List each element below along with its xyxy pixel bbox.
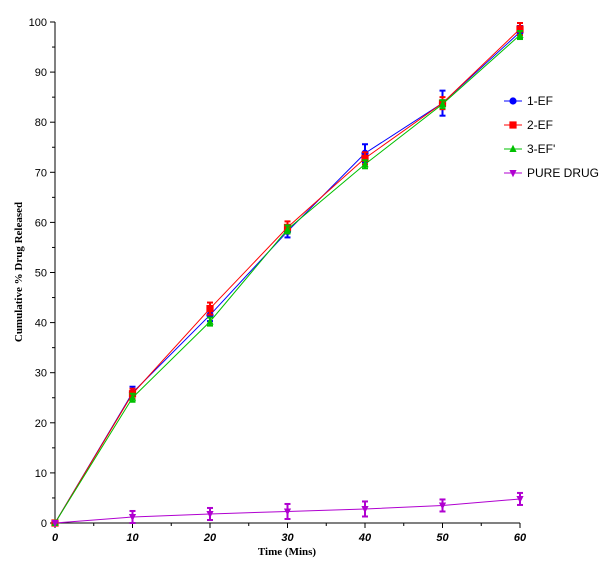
data-point xyxy=(516,495,524,504)
x-tick-label: 20 xyxy=(203,532,217,544)
data-point xyxy=(128,513,137,522)
legend-marker xyxy=(509,97,517,105)
y-tick-label: 60 xyxy=(35,217,47,229)
legend-item: 3-EF' xyxy=(504,142,555,156)
data-point xyxy=(206,304,214,313)
data-point xyxy=(438,99,447,108)
data-point xyxy=(206,510,214,519)
series-line xyxy=(54,28,521,524)
legend-label: 1-EF xyxy=(527,94,553,108)
series-3 xyxy=(51,491,524,528)
y-tick-label: 70 xyxy=(35,167,47,179)
series-line xyxy=(54,34,521,524)
x-tick-label: 60 xyxy=(514,532,527,544)
data-point xyxy=(206,317,214,325)
x-tick-label: 0 xyxy=(52,532,59,544)
data-point xyxy=(128,393,137,401)
series-0 xyxy=(51,25,524,527)
series-2 xyxy=(51,30,524,526)
legend-item: 2-EF xyxy=(504,118,553,132)
y-tick-label: 20 xyxy=(35,418,47,430)
legend-marker xyxy=(509,121,517,129)
y-tick-label: 40 xyxy=(35,318,47,330)
y-tick-label: 90 xyxy=(35,67,47,79)
legend-marker xyxy=(509,144,517,152)
y-tick-label: 50 xyxy=(35,268,47,280)
series-line xyxy=(54,31,521,524)
data-point xyxy=(361,505,369,514)
legend-marker xyxy=(509,170,517,178)
x-tick-label: 10 xyxy=(126,532,139,544)
data-point xyxy=(361,160,369,168)
data-point xyxy=(361,154,369,162)
data-point xyxy=(516,30,524,39)
data-point xyxy=(438,502,447,510)
data-point xyxy=(283,225,292,233)
y-tick-label: 30 xyxy=(35,368,47,380)
series-layer xyxy=(51,22,524,528)
x-tick-label: 30 xyxy=(281,532,294,544)
legend-label: PURE DRUG xyxy=(527,166,599,180)
data-point xyxy=(283,508,292,516)
x-tick-label: 50 xyxy=(436,532,449,544)
x-tick-label: 40 xyxy=(358,532,372,544)
series-1 xyxy=(51,22,524,527)
data-point xyxy=(516,25,524,33)
legend-item: PURE DRUG xyxy=(504,166,599,180)
y-tick-label: 80 xyxy=(35,117,47,129)
legend-label: 3-EF' xyxy=(527,142,555,156)
data-point xyxy=(51,520,59,528)
y-tick-label: 100 xyxy=(29,17,47,29)
legend-item: 1-EF xyxy=(504,94,553,108)
x-axis-title: Time (Mins) xyxy=(258,546,316,558)
y-axis-title: Cumulative % Drug Released xyxy=(13,202,25,342)
legend-label: 2-EF xyxy=(527,118,553,132)
y-tick-label: 10 xyxy=(35,468,47,480)
y-tick-label: 0 xyxy=(41,518,47,530)
legend: 1-EF 2-EF 3-EF' PURE DRUG xyxy=(504,94,599,180)
